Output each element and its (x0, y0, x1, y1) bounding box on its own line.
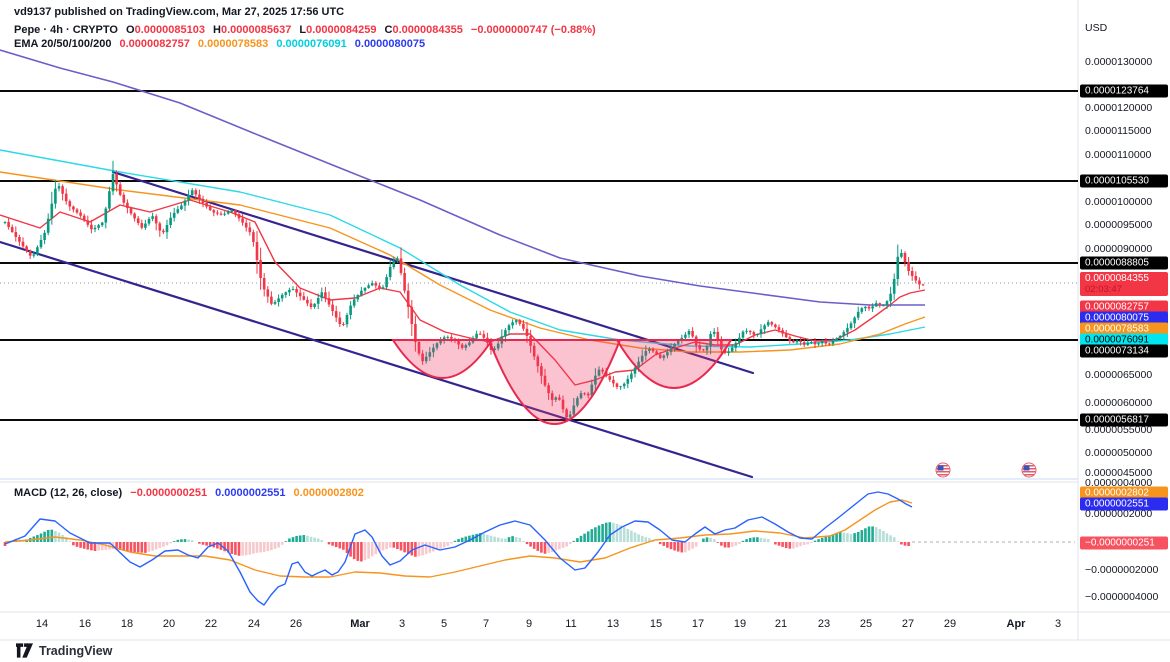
price-axis-label: 0.0000130000 (1085, 56, 1153, 68)
currency-label: USD (1085, 22, 1108, 34)
price-axis-badge: −0.0000000251 (1080, 536, 1168, 550)
macd-histogram (3, 522, 910, 562)
head-shoulders-arc-head (487, 339, 622, 425)
price-axis-label: 0.0000045000 (1085, 467, 1153, 479)
time-axis-label: 21 (774, 618, 788, 630)
price-axis-label: 0.0000002000 (1085, 508, 1153, 520)
price-axis-label: 0.0000004000 (1085, 477, 1153, 489)
price-axis-label: 0.0000115000 (1085, 125, 1152, 137)
publish-attribution: vd9137 published on TradingView.com, Mar… (14, 6, 345, 18)
price-axis-badge: 0.0000088805 (1080, 256, 1168, 270)
time-axis-label: 13 (606, 618, 620, 630)
tradingview-brand[interactable]: TradingView (16, 643, 112, 658)
candlestick-series (3, 160, 925, 422)
macd-label: MACD (14, 487, 47, 499)
ema200-value: 0.0000080075 (354, 38, 426, 50)
countdown-timer: 02:03:47 (1085, 284, 1122, 295)
symbol-legend-row[interactable]: Pepe · 4h · CRYPTO O0.0000085103 H0.0000… (14, 24, 596, 36)
price-axis-label: 0.0000100000 (1085, 196, 1153, 208)
time-axis-label: 16 (78, 618, 92, 630)
time-axis-label: 19 (733, 618, 747, 630)
time-axis-label: 27 (901, 618, 915, 630)
time-axis-label: 20 (162, 618, 176, 630)
price-axis-label: 0.0000120000 (1085, 102, 1153, 114)
time-axis-label: 22 (204, 618, 218, 630)
macd-line (4, 491, 913, 606)
ema-legend-row[interactable]: EMA 20/50/100/200 0.0000082757 0.0000078… (14, 38, 425, 50)
price-axis-badge: 0.0000084355 02:03:47 (1080, 272, 1168, 296)
time-axis-label: 23 (817, 618, 831, 630)
price-axis-badge: 0.0000002802 (1080, 486, 1168, 500)
time-axis-label: 26 (289, 618, 303, 630)
head-shoulders-arc-right-shoulder (615, 339, 733, 389)
time-axis-label: 9 (525, 618, 533, 630)
time-axis-label: 24 (247, 618, 261, 630)
close-value: 0.0000084355 (392, 24, 463, 36)
time-axis-label: 3 (1054, 618, 1062, 630)
descending-trendline (0, 240, 754, 479)
price-axis-badge: 0.0000080075 (1080, 311, 1168, 325)
time-axis-label: 14 (35, 618, 49, 630)
price-axis-badge: 0.0000082757 (1080, 300, 1168, 314)
price-axis-badge: 0.0000105530 (1080, 174, 1168, 188)
ema100-value: 0.0000076091 (276, 38, 347, 50)
low-value: 0.0000084259 (306, 24, 377, 36)
price-axis-label: 0.0000065000 (1085, 369, 1153, 381)
time-axis-label: 18 (120, 618, 134, 630)
time-axis-label: 25 (859, 618, 873, 630)
head-shoulders-arc-left-shoulder (391, 339, 494, 379)
change-value: −0.0000000747 (−0.88%) (470, 24, 596, 36)
ema-label: EMA 20/50/100/200 (14, 38, 112, 50)
price-axis-label: −0.0000002000 (1085, 564, 1159, 576)
time-axis-label: 5 (440, 618, 448, 630)
time-axis-label: Mar (350, 618, 370, 630)
price-axis-badge: 0.0000002551 (1080, 497, 1168, 511)
exchange-label: CRYPTO (72, 24, 118, 36)
price-axis-badge: 0.0000123764 (1080, 84, 1168, 98)
macd-hist-value: −0.0000000251 (130, 487, 208, 499)
open-value: 0.0000085103 (134, 24, 205, 36)
macd-line-value: 0.0000002551 (215, 487, 286, 499)
brand-text: TradingView (39, 643, 113, 658)
ema200-line (0, 49, 925, 306)
price-axis-badge: 0.0000078583 (1080, 322, 1168, 336)
time-axis-label: Apr (1006, 618, 1026, 630)
price-axis-label: 0.0000060000 (1085, 397, 1153, 409)
price-axis-badge: 0.0000056817 (1080, 413, 1168, 427)
price-axis-badge: 0.0000076091 (1080, 333, 1168, 347)
ema50-value: 0.0000078583 (197, 38, 269, 50)
time-axis-label: 15 (649, 618, 663, 630)
time-axis-label: 11 (565, 618, 577, 630)
price-axis-badge: 0.0000073134 (1080, 344, 1168, 358)
price-axis-label: 0.0000095000 (1085, 219, 1153, 231)
symbol-name: Pepe (14, 24, 41, 36)
high-value: 0.0000085637 (220, 24, 292, 36)
ema20-line (0, 199, 926, 386)
price-axis-label: 0.0000055000 (1085, 424, 1153, 436)
price-axis-label: 0.0000090000 (1085, 243, 1153, 255)
macd-signal-line (4, 499, 913, 578)
economic-event-flag-icon[interactable] (935, 462, 951, 478)
macd-legend-row[interactable]: MACD (12, 26, close) −0.0000000251 0.000… (14, 487, 364, 499)
time-axis-label: 29 (943, 618, 957, 630)
price-axis-label: −0.0000004000 (1085, 591, 1159, 603)
time-axis-label: 7 (482, 618, 490, 630)
tradingview-logo-icon (16, 643, 33, 658)
interval-label: 4h (50, 24, 63, 36)
economic-event-flag-icon[interactable] (1021, 462, 1037, 478)
ema20-value: 0.0000082757 (119, 38, 190, 50)
time-axis-label: 17 (691, 618, 705, 630)
price-axis-label: 0.0000050000 (1085, 447, 1153, 459)
macd-signal-value: 0.0000002802 (293, 487, 364, 499)
price-axis-label: 0.0000110000 (1085, 149, 1152, 161)
time-axis-label: 3 (398, 618, 406, 630)
